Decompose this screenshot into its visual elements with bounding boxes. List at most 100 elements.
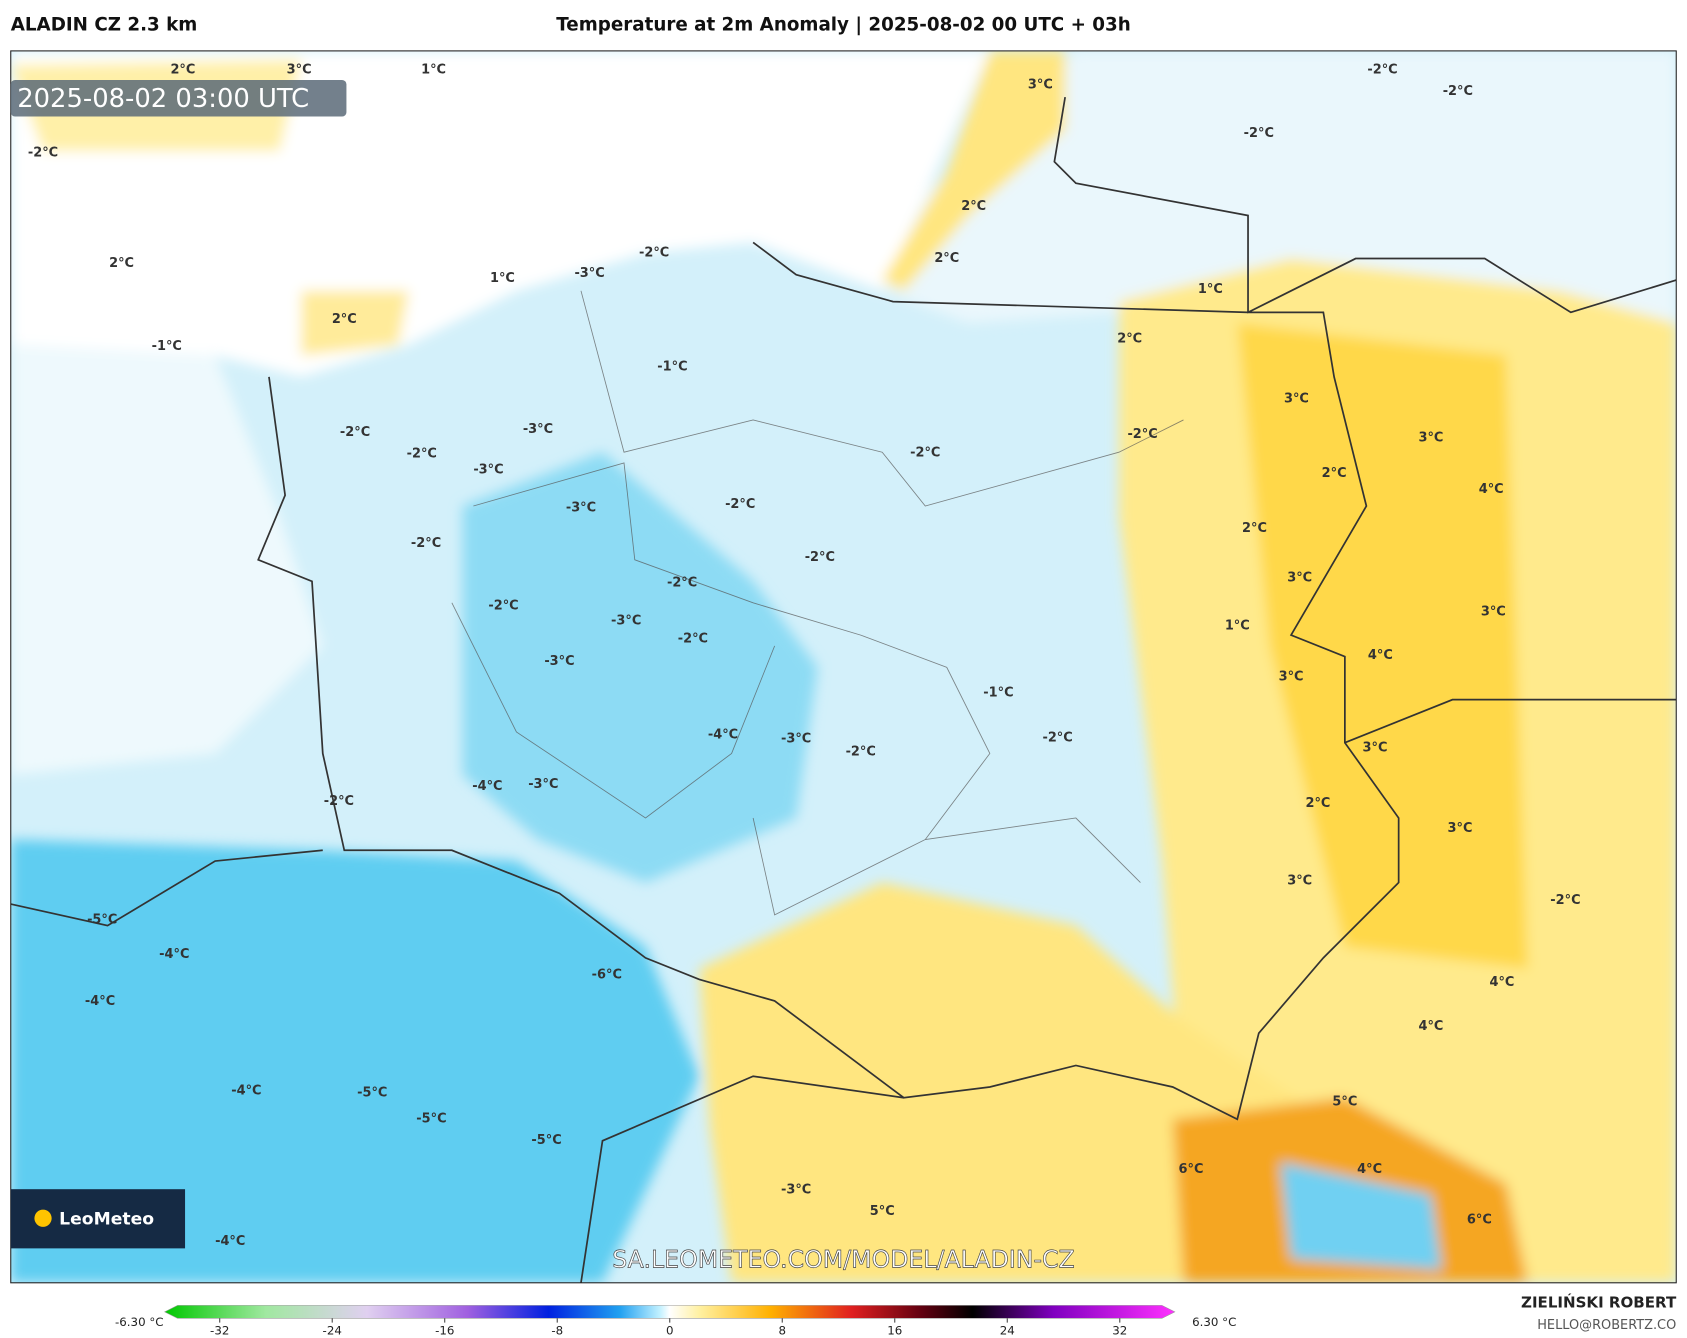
contour-label: 2°C [1322, 466, 1347, 481]
contour-label: -4°C [708, 727, 738, 742]
contour-label: -2°C [1042, 731, 1072, 746]
contour-label: -1°C [983, 685, 1013, 700]
contour-label: -2°C [488, 598, 518, 613]
contour-label: -3°C [473, 463, 503, 478]
contour-label: -3°C [574, 266, 604, 281]
contour-label: -2°C [1127, 427, 1157, 442]
contour-label: -2°C [1550, 893, 1580, 908]
contour-label: -2°C [639, 245, 669, 260]
colorbar-tick-label: -8 [551, 1323, 563, 1337]
colorbar-tick-label: 16 [887, 1323, 902, 1337]
timestamp: 2025-08-02 03:00 UTC [17, 84, 309, 114]
email: HELLO@ROBERTZ.CO [1537, 1318, 1676, 1333]
contour-label: 4°C [1489, 975, 1514, 990]
contour-label: 3°C [1284, 392, 1309, 407]
contour-label: 3°C [1481, 605, 1506, 620]
contour-label: -2°C [910, 446, 940, 461]
map [10, 50, 1677, 1283]
contour-label: 2°C [109, 256, 134, 271]
left-title: ALADIN CZ 2.3 km [11, 14, 198, 35]
colorbar-tick-label: 8 [778, 1323, 786, 1337]
contour-label: -4°C [472, 779, 502, 794]
contour-label: 3°C [1287, 570, 1312, 585]
contour-label: -2°C [407, 447, 437, 462]
contour-label: -4°C [159, 947, 189, 962]
colorbar-tick-label: 24 [1000, 1323, 1015, 1337]
colorbar [164, 1305, 1176, 1319]
timestamp-box [10, 79, 347, 117]
contour-label: -3°C [523, 422, 553, 437]
contour-label: 2°C [332, 312, 357, 327]
contour-label: -5°C [531, 1133, 561, 1148]
colorbar-min: -6.30 °C [115, 1315, 164, 1329]
watermark: SA.LEOMETEO.COM/MODEL/ALADIN-CZ [612, 1246, 1075, 1274]
contour-label: -2°C [667, 576, 697, 591]
borders [10, 97, 1677, 1283]
contour-label: -3°C [566, 500, 596, 515]
contour-label: 3°C [1287, 874, 1312, 889]
contour-label: -6°C [592, 967, 622, 982]
contour-label: 4°C [1368, 648, 1393, 663]
contour-label: -3°C [544, 654, 574, 669]
contour-label: -3°C [611, 613, 641, 628]
contour-label: 4°C [1479, 482, 1504, 497]
contour-label: -2°C [324, 794, 354, 809]
fields [10, 50, 1677, 1283]
colorbar-tick-label: -32 [210, 1323, 229, 1337]
contour-label: -2°C [678, 632, 708, 647]
contour-label: -2°C [28, 145, 58, 160]
contour-label: 5°C [1332, 1094, 1357, 1109]
contour-label: 1°C [1225, 619, 1250, 634]
contour-label: 6°C [1467, 1213, 1492, 1228]
contour-label: -5°C [416, 1111, 446, 1126]
contour-label: -3°C [781, 732, 811, 747]
contour-label: -2°C [846, 745, 876, 760]
logo: LeoMeteo [59, 1210, 154, 1230]
contour-label: 4°C [1418, 1019, 1443, 1034]
contour-label: -4°C [85, 994, 115, 1009]
contour-label: -3°C [528, 777, 558, 792]
contour-label: -2°C [725, 497, 755, 512]
contour-label: -2°C [805, 550, 835, 565]
contour-label: -2°C [411, 536, 441, 551]
contour-label: -5°C [357, 1086, 387, 1101]
admin-lines [451, 290, 1184, 916]
contour-label: -2°C [1244, 126, 1274, 141]
contour-label: -4°C [231, 1084, 261, 1099]
colorbar-tick-label: 32 [1112, 1323, 1127, 1337]
contour-label: -4°C [215, 1234, 245, 1249]
contour-label: 1°C [421, 62, 446, 77]
contour-label: -2°C [1443, 84, 1473, 99]
contour-label: 3°C [1448, 821, 1473, 836]
title: Temperature at 2m Anomaly | 2025-08-02 0… [556, 14, 1130, 35]
contour-label: 3°C [1028, 78, 1053, 93]
contour-label: 2°C [1242, 521, 1267, 536]
contour-label: 1°C [1198, 282, 1223, 297]
contour-label: 3°C [287, 62, 312, 77]
colorbar-tick-label: -24 [323, 1323, 342, 1337]
contour-label: 2°C [1117, 331, 1142, 346]
contour-label: 2°C [934, 251, 959, 266]
contour-label: -2°C [340, 425, 370, 440]
contour-label: 3°C [1279, 669, 1304, 684]
colorbar-tick-label: -16 [435, 1323, 454, 1337]
contour-label: 6°C [1179, 1162, 1204, 1177]
map-frame [10, 50, 1677, 1284]
contour-label: 2°C [961, 199, 986, 214]
contour-label: -2°C [1367, 62, 1397, 77]
colorbar-max: 6.30 °C [1192, 1315, 1236, 1329]
contour-label: 3°C [1418, 430, 1443, 445]
contour-label: -3°C [781, 1182, 811, 1197]
contour-label: -1°C [657, 359, 687, 374]
contour-label: 3°C [1363, 740, 1388, 755]
contour-label: 5°C [870, 1204, 895, 1219]
contour-label: -5°C [87, 912, 117, 927]
colorbar-tick-label: 0 [666, 1323, 674, 1337]
contour-label: -1°C [152, 339, 182, 354]
contour-label: 2°C [170, 62, 195, 77]
logo-sun [34, 1209, 52, 1227]
author: ZIELIŃSKI ROBERT [1521, 1293, 1677, 1312]
contour-label: 4°C [1357, 1162, 1382, 1177]
